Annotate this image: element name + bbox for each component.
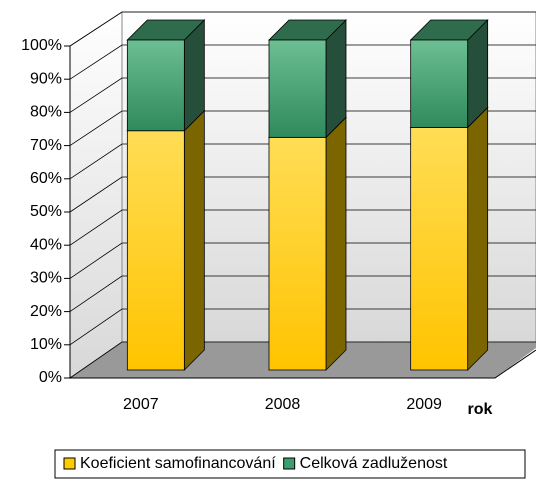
y-tick-label: 10% bbox=[30, 336, 62, 353]
y-tick-label: 60% bbox=[30, 170, 62, 187]
y-tick-label: 50% bbox=[30, 203, 62, 220]
bar-side bbox=[325, 19, 347, 139]
legend-label: Koeficient samofinancování bbox=[80, 455, 276, 472]
grid-line bbox=[69, 275, 536, 312]
bar bbox=[126, 39, 185, 132]
bar bbox=[410, 127, 469, 371]
grid-line bbox=[69, 176, 536, 213]
x-tick-label: 2007 bbox=[123, 396, 159, 413]
y-tick-label: 30% bbox=[30, 270, 62, 287]
floor-edge bbox=[70, 349, 536, 379]
grid-line bbox=[69, 110, 536, 146]
bar bbox=[268, 136, 327, 371]
x-tick-label: 2008 bbox=[265, 396, 301, 413]
grid-line bbox=[69, 143, 536, 180]
bar-side bbox=[183, 109, 205, 371]
legend-swatch bbox=[283, 457, 296, 470]
bar bbox=[410, 39, 469, 128]
side-wall bbox=[69, 11, 123, 379]
grid-line bbox=[69, 77, 536, 113]
y-tick-label: 80% bbox=[30, 104, 62, 121]
y-tick-label: 40% bbox=[30, 236, 62, 253]
legend bbox=[54, 449, 526, 479]
y-tick-label: 70% bbox=[30, 137, 62, 154]
x-axis-label: rok bbox=[468, 401, 493, 418]
grid-line bbox=[69, 209, 536, 246]
grid-line bbox=[69, 11, 536, 47]
grid-line bbox=[69, 308, 536, 346]
y-tick-label: 100% bbox=[21, 37, 62, 54]
legend-swatch bbox=[63, 457, 76, 470]
grid-line bbox=[69, 341, 536, 379]
bar-side bbox=[325, 116, 347, 371]
y-tick-label: 20% bbox=[30, 303, 62, 320]
grid-line bbox=[69, 44, 536, 80]
y-tick-label: 0% bbox=[39, 369, 62, 386]
legend-label: Celková zadluženost bbox=[300, 455, 448, 472]
bar-side bbox=[467, 106, 489, 371]
y-tick-label: 90% bbox=[30, 70, 62, 87]
x-tick-label: 2009 bbox=[406, 396, 442, 413]
bar bbox=[268, 39, 327, 138]
grid-line bbox=[69, 242, 536, 279]
bar bbox=[126, 130, 185, 371]
